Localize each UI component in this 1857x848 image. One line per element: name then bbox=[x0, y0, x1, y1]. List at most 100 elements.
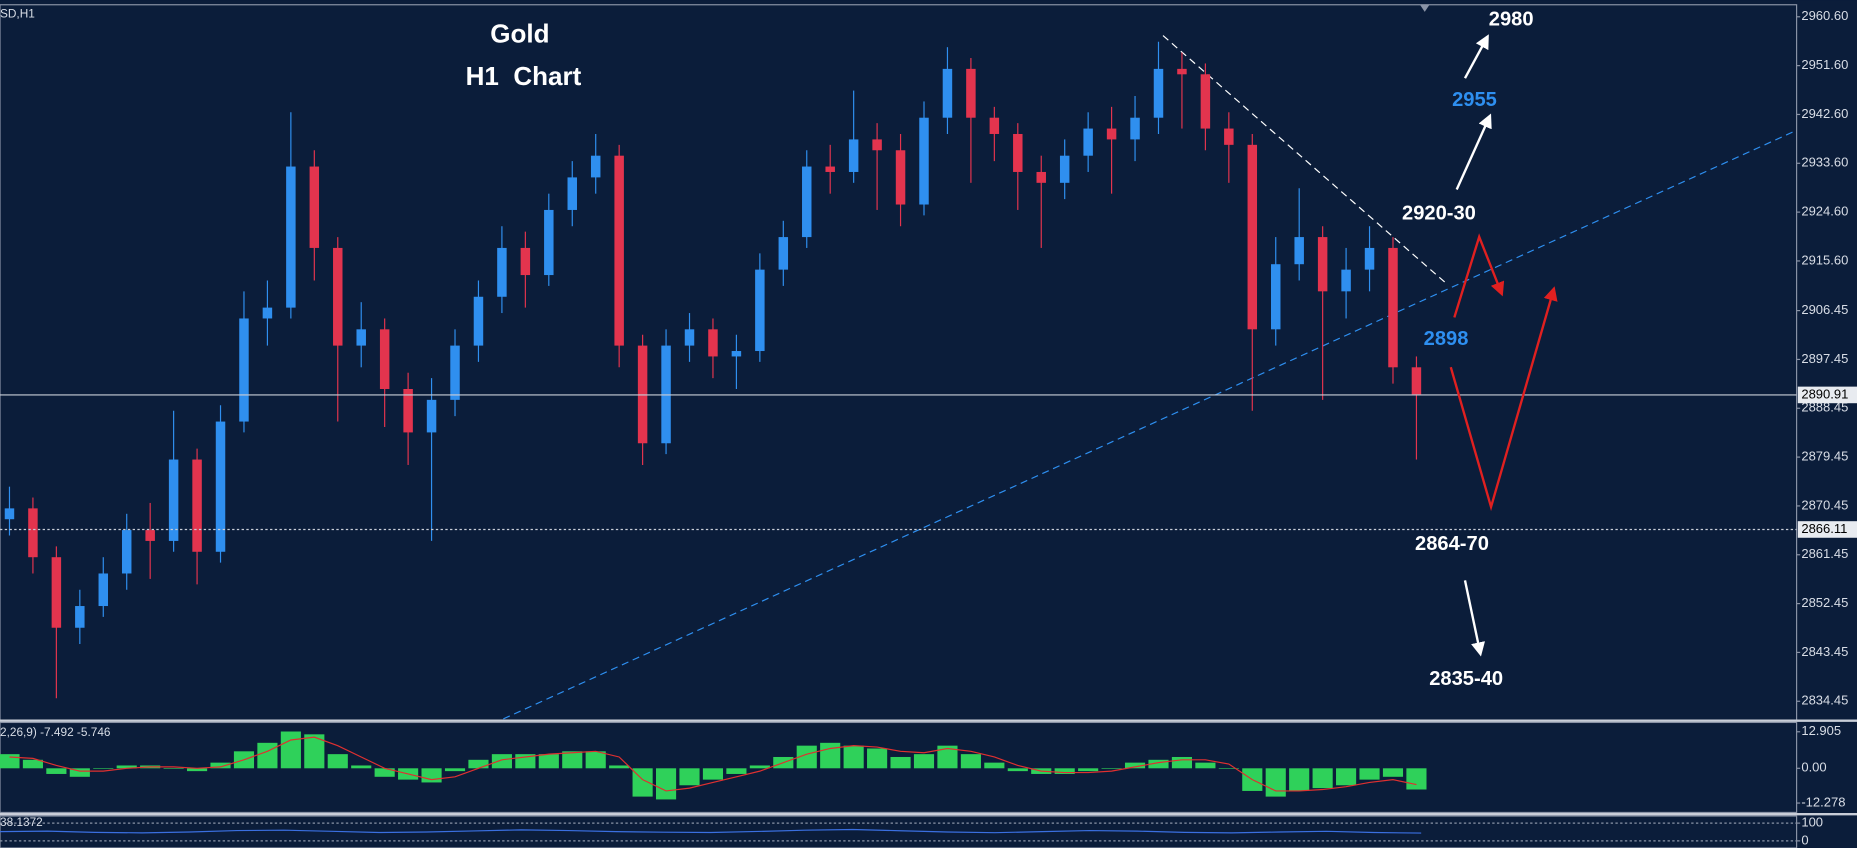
candle-body bbox=[1106, 128, 1117, 140]
price-label-box bbox=[1797, 521, 1857, 538]
candle-body bbox=[262, 307, 273, 319]
arrow-up bbox=[1463, 34, 1489, 79]
macd-bar bbox=[116, 765, 137, 769]
macd-bar bbox=[679, 768, 700, 786]
macd-bar bbox=[984, 762, 1005, 769]
y-tick-label: 2942.60 bbox=[1801, 106, 1848, 121]
candle-body bbox=[544, 209, 554, 276]
macd-bar bbox=[796, 745, 817, 769]
macd-bar bbox=[163, 768, 184, 769]
candle-body bbox=[1411, 367, 1422, 395]
y-tick-label: 0 bbox=[1801, 832, 1808, 847]
price-label: 2890.91 bbox=[1801, 386, 1848, 401]
candle-body bbox=[919, 117, 929, 205]
candle-body bbox=[309, 166, 320, 248]
macd-bar bbox=[820, 742, 841, 769]
candle-body bbox=[98, 573, 109, 607]
projection-path bbox=[1453, 233, 1505, 318]
candle-body bbox=[450, 345, 460, 400]
candle-body bbox=[168, 459, 179, 541]
y-tick-label: 100 bbox=[1801, 815, 1823, 830]
macd-bar bbox=[374, 768, 395, 777]
annotation: 2920-30 bbox=[1402, 203, 1476, 225]
projection-path bbox=[1449, 286, 1558, 512]
candle-body bbox=[1177, 68, 1187, 75]
candle-body bbox=[286, 166, 296, 308]
macd-bar bbox=[22, 759, 43, 769]
candle-body bbox=[590, 155, 601, 178]
candle-body bbox=[755, 269, 765, 352]
y-tick-label: 0.00 bbox=[1801, 760, 1826, 775]
macd-bar bbox=[562, 751, 583, 769]
macd-bar bbox=[1124, 762, 1146, 769]
chart-title: Gold bbox=[490, 18, 549, 48]
macd-bar bbox=[304, 734, 325, 769]
candle-body bbox=[75, 606, 85, 628]
macd-panel-frame bbox=[0, 721, 1798, 814]
y-tick-label: 2951.60 bbox=[1801, 57, 1848, 72]
y-tick-label: 12.905 bbox=[1801, 723, 1841, 738]
macd-bar bbox=[1382, 768, 1404, 777]
macd-bar bbox=[1406, 768, 1427, 790]
macd-bar bbox=[93, 768, 114, 769]
candle-body bbox=[497, 247, 507, 297]
price-label-box bbox=[1797, 386, 1857, 404]
annotation: 2955 bbox=[1452, 89, 1497, 111]
macd-bar bbox=[444, 768, 466, 772]
candle-body bbox=[356, 329, 366, 346]
macd-bar bbox=[843, 745, 864, 769]
candle-body bbox=[614, 155, 624, 346]
candle-body bbox=[426, 399, 437, 433]
candle-body bbox=[1271, 264, 1281, 330]
candle-body bbox=[1200, 74, 1211, 129]
candle-body bbox=[966, 68, 976, 118]
symbol-label: SD,H1 bbox=[0, 6, 35, 20]
macd-bar bbox=[69, 768, 90, 777]
candle-body bbox=[802, 166, 812, 238]
macd-bar bbox=[1336, 768, 1357, 786]
macd-bar bbox=[1171, 756, 1193, 769]
candle-body bbox=[1388, 247, 1398, 368]
candle-body bbox=[1083, 128, 1093, 156]
y-tick-label: 2888.45 bbox=[1801, 400, 1848, 415]
resistance-trendline bbox=[1162, 35, 1448, 285]
candle-body bbox=[215, 421, 226, 552]
candle-body bbox=[333, 247, 343, 346]
candle-body bbox=[942, 68, 953, 118]
annotation: 2898 bbox=[1424, 328, 1469, 350]
macd-bar bbox=[890, 756, 911, 769]
macd-bar bbox=[1078, 768, 1099, 772]
oscillator-line bbox=[0, 828, 1422, 834]
shift-marker bbox=[1419, 4, 1430, 12]
macd-bar bbox=[1054, 768, 1075, 774]
y-tick-label: 2861.45 bbox=[1801, 546, 1848, 561]
macd-bar bbox=[585, 751, 606, 769]
macd-bar bbox=[257, 742, 278, 769]
y-tick-label: 2915.60 bbox=[1801, 252, 1848, 267]
y-tick-label: 2960.60 bbox=[1801, 8, 1848, 23]
candle-body bbox=[872, 139, 882, 151]
candle-body bbox=[28, 508, 38, 558]
macd-bar bbox=[1007, 768, 1028, 772]
macd-bar bbox=[280, 731, 301, 769]
y-tick-label: 2897.45 bbox=[1801, 351, 1848, 366]
chart-subtitle: H1 Chart bbox=[466, 61, 582, 91]
candle-body bbox=[1317, 237, 1328, 292]
macd-bar bbox=[867, 748, 888, 769]
macd-bar bbox=[491, 754, 512, 769]
candle-body bbox=[848, 139, 859, 172]
macd-bar bbox=[609, 765, 630, 769]
macd-bar bbox=[0, 754, 20, 769]
candle-body bbox=[825, 166, 835, 172]
candle-body bbox=[684, 329, 695, 346]
candle-body bbox=[379, 329, 390, 390]
candle-body bbox=[473, 296, 484, 346]
annotation: 2835-40 bbox=[1429, 668, 1503, 690]
candle-body bbox=[51, 557, 62, 628]
y-tick-label: -12.278 bbox=[1801, 794, 1845, 809]
macd-bar bbox=[46, 768, 67, 774]
candle-body bbox=[1153, 68, 1164, 118]
candle-body bbox=[1294, 237, 1304, 265]
